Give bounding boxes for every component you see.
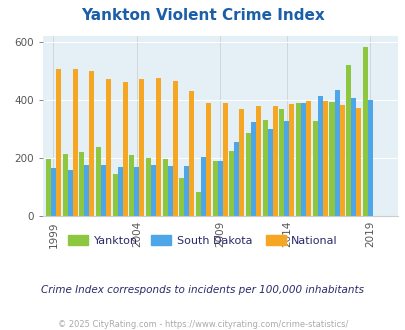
Bar bbox=[329, 102, 334, 216]
Bar bbox=[96, 148, 101, 216]
Bar bbox=[84, 165, 89, 216]
Bar bbox=[279, 109, 284, 216]
Bar bbox=[317, 96, 322, 216]
Bar bbox=[101, 165, 106, 216]
Bar bbox=[129, 155, 134, 216]
Bar bbox=[134, 167, 139, 216]
Bar bbox=[212, 161, 217, 216]
Bar bbox=[56, 69, 61, 216]
Bar bbox=[172, 81, 177, 216]
Bar bbox=[350, 98, 355, 216]
Bar bbox=[234, 142, 239, 216]
Bar bbox=[200, 157, 206, 216]
Bar bbox=[146, 157, 151, 216]
Bar bbox=[206, 103, 211, 216]
Bar bbox=[345, 65, 350, 216]
Bar bbox=[334, 90, 339, 216]
Bar bbox=[362, 47, 367, 216]
Text: Crime Index corresponds to incidents per 100,000 inhabitants: Crime Index corresponds to incidents per… bbox=[41, 285, 364, 295]
Bar bbox=[89, 71, 94, 216]
Bar bbox=[262, 120, 267, 216]
Bar bbox=[229, 151, 234, 216]
Bar bbox=[322, 101, 327, 216]
Text: © 2025 CityRating.com - https://www.cityrating.com/crime-statistics/: © 2025 CityRating.com - https://www.city… bbox=[58, 320, 347, 329]
Bar bbox=[162, 159, 167, 216]
Bar bbox=[196, 192, 200, 216]
Bar bbox=[272, 106, 277, 216]
Text: Yankton Violent Crime Index: Yankton Violent Crime Index bbox=[81, 8, 324, 23]
Bar bbox=[179, 179, 184, 216]
Bar bbox=[46, 159, 51, 216]
Bar bbox=[113, 174, 117, 216]
Bar bbox=[245, 133, 250, 216]
Bar bbox=[72, 69, 77, 216]
Bar bbox=[189, 91, 194, 216]
Bar bbox=[305, 101, 310, 216]
Bar bbox=[68, 170, 72, 216]
Bar bbox=[312, 121, 317, 216]
Bar bbox=[256, 107, 260, 216]
Bar bbox=[117, 167, 122, 216]
Bar bbox=[106, 79, 111, 216]
Bar bbox=[222, 103, 227, 216]
Bar bbox=[301, 103, 305, 216]
Bar bbox=[367, 100, 372, 216]
Bar bbox=[51, 168, 56, 216]
Bar bbox=[79, 152, 84, 216]
Bar bbox=[284, 121, 289, 216]
Bar bbox=[355, 108, 360, 216]
Bar bbox=[339, 105, 344, 216]
Bar bbox=[250, 122, 256, 216]
Bar bbox=[267, 129, 272, 216]
Bar bbox=[217, 161, 222, 216]
Bar bbox=[295, 103, 301, 216]
Legend: Yankton, South Dakota, National: Yankton, South Dakota, National bbox=[64, 231, 341, 250]
Bar bbox=[289, 104, 294, 216]
Bar bbox=[139, 79, 144, 216]
Bar bbox=[184, 166, 189, 216]
Bar bbox=[156, 78, 161, 216]
Bar bbox=[151, 165, 156, 216]
Bar bbox=[62, 154, 68, 216]
Bar bbox=[122, 82, 128, 216]
Bar bbox=[167, 166, 172, 216]
Bar bbox=[239, 109, 244, 216]
